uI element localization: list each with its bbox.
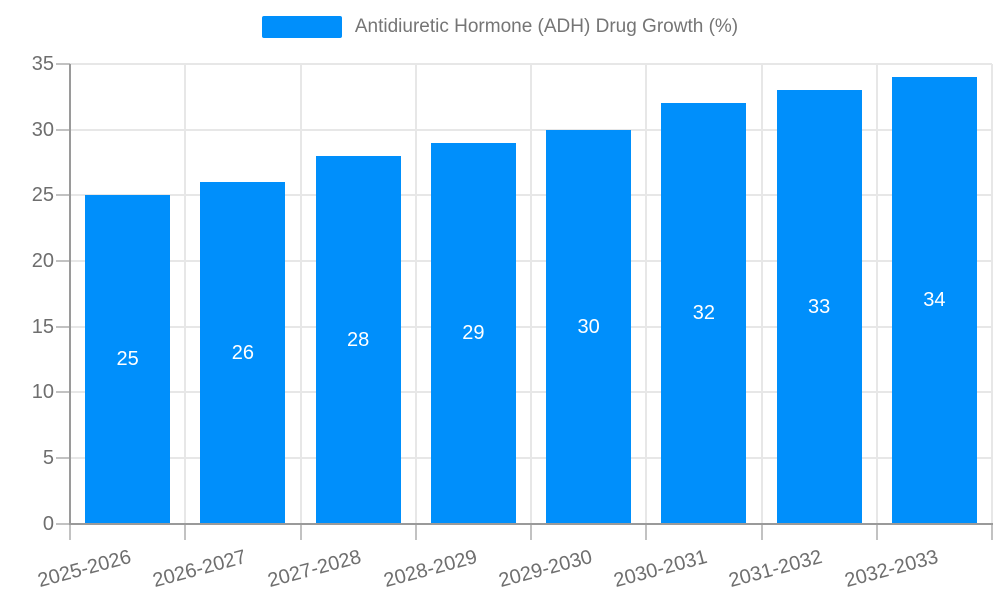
y-axis-tick-label: 10 — [31, 381, 54, 404]
x-axis-tick — [299, 523, 302, 540]
gridline-vertical — [184, 64, 187, 524]
x-axis-tick-label: 2027-2028 — [265, 545, 365, 592]
y-axis-tick-label: 20 — [31, 249, 54, 272]
x-axis-tick — [875, 523, 878, 540]
y-axis-tick-label: 35 — [31, 53, 54, 75]
bar[interactable] — [430, 142, 516, 524]
legend-label: Antidiuretic Hormone (ADH) Drug Growth (… — [354, 16, 739, 37]
y-axis-line — [69, 64, 71, 524]
x-axis-tick-label: 2032-2033 — [842, 545, 941, 592]
x-axis-tick-label: 2028-2029 — [381, 545, 480, 592]
legend-marker-icon — [261, 16, 342, 38]
gridline-vertical — [760, 64, 763, 524]
y-axis-tick — [56, 128, 70, 131]
x-axis-tick — [991, 523, 993, 540]
x-axis-tick-label: 2026-2027 — [150, 545, 249, 592]
y-axis-tick-label: 0 — [42, 512, 54, 535]
bar[interactable] — [200, 182, 286, 524]
x-axis-tick-label: 2025-2026 — [35, 545, 134, 592]
x-axis-tick — [69, 523, 71, 540]
legend: Antidiuretic Hormone (ADH) Drug Growth (… — [0, 16, 1000, 38]
bar[interactable] — [661, 103, 747, 524]
gridline-vertical — [991, 64, 993, 524]
x-axis-tick — [184, 523, 187, 540]
y-axis-tick-label: 5 — [42, 446, 54, 469]
y-axis-tick-label: 15 — [31, 315, 54, 338]
gridline-vertical — [299, 64, 302, 524]
bar[interactable] — [85, 195, 171, 524]
x-axis-tick — [760, 523, 763, 540]
y-axis-tick — [56, 522, 70, 525]
y-axis-tick — [56, 194, 70, 197]
y-axis-tick — [56, 259, 70, 262]
y-axis-tick-label: 30 — [31, 118, 54, 141]
x-axis-tick — [645, 523, 648, 540]
x-axis-line — [69, 522, 993, 525]
gridline-vertical — [875, 64, 878, 524]
legend-item[interactable]: Antidiuretic Hormone (ADH) Drug Growth (… — [261, 16, 739, 38]
y-axis-tick — [56, 325, 70, 328]
bar[interactable] — [776, 90, 862, 524]
y-axis-tick — [56, 63, 70, 65]
bar[interactable] — [546, 129, 632, 524]
bar[interactable] — [891, 77, 977, 524]
x-axis-tick — [530, 523, 532, 540]
y-axis-tick — [56, 456, 70, 459]
x-axis-tick — [414, 523, 417, 540]
y-axis-tick-label: 25 — [31, 184, 54, 207]
x-axis-tick-label: 2031-2032 — [726, 545, 826, 592]
gridline-vertical — [414, 64, 417, 524]
bar[interactable] — [315, 155, 401, 524]
gridline-vertical — [645, 64, 648, 524]
y-axis-tick — [56, 391, 70, 394]
x-axis-tick-label: 2030-2031 — [611, 545, 710, 592]
x-axis-tick-label: 2029-2030 — [496, 545, 595, 592]
gridline-vertical — [530, 64, 532, 524]
